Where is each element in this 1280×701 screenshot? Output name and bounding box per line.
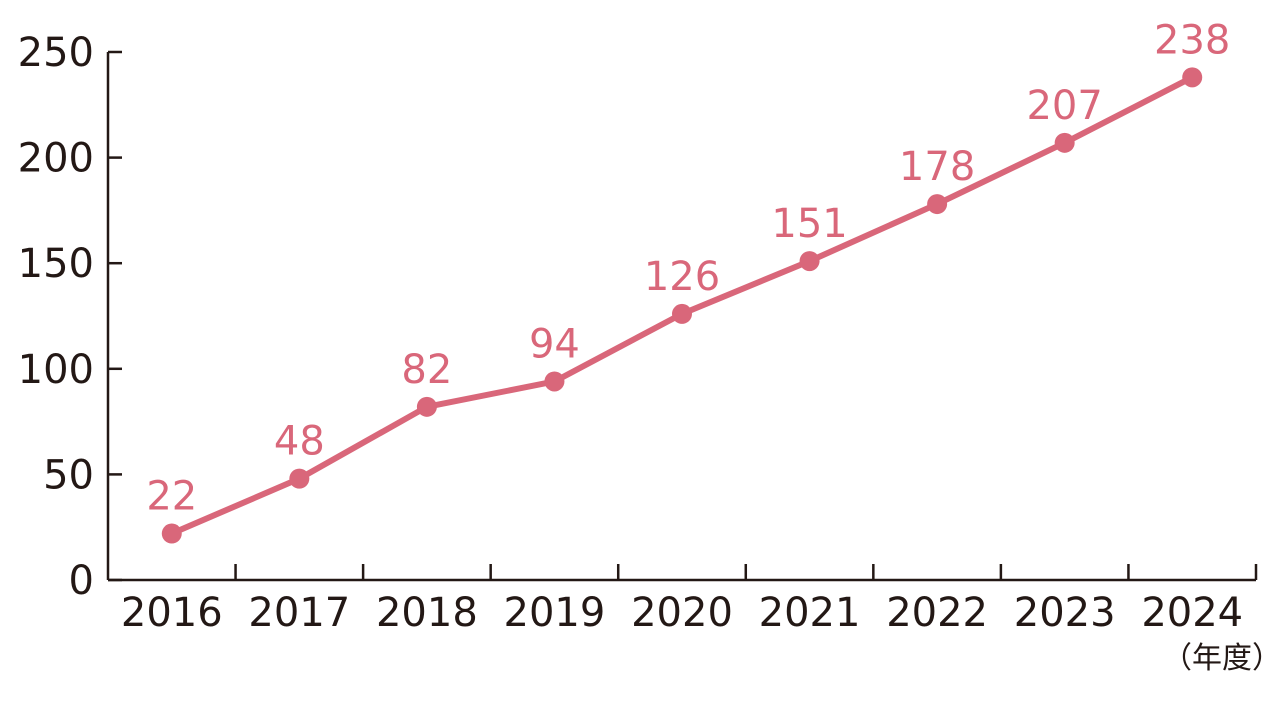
data-point: [416, 396, 437, 417]
x-tick-label: 2017: [248, 590, 350, 636]
x-tick-label: 2018: [376, 590, 478, 636]
data-label: 207: [1026, 83, 1102, 129]
series-layer: [161, 67, 1203, 544]
axes: 0 50 100 150 200 250 2016 2017 2018 2019 2020 2021 2…: [18, 30, 1258, 636]
y-tick-label: 250: [18, 30, 94, 76]
x-axis-unit-label: （年度）: [1162, 641, 1280, 676]
data-label: 82: [401, 347, 452, 393]
data-point: [544, 371, 565, 392]
x-tick-label: 2022: [886, 590, 988, 636]
data-label: 151: [771, 201, 847, 247]
y-tick-label: 50: [43, 452, 94, 498]
data-labels: 22 48 82 94 126 151 178 207 238: [146, 17, 1230, 519]
x-tick-label: 2021: [759, 590, 861, 636]
y-tick-label: 200: [18, 136, 94, 182]
x-tick-label: 2016: [121, 590, 223, 636]
x-tick-label: 2020: [631, 590, 733, 636]
data-label: 94: [529, 321, 580, 367]
y-tick-label: 0: [69, 558, 94, 604]
data-point: [927, 194, 948, 215]
y-tick-label: 100: [18, 347, 94, 393]
data-label: 48: [274, 419, 325, 465]
y-tick-label: 150: [18, 241, 94, 287]
x-tick-label: 2019: [504, 590, 606, 636]
x-tick-label: 2024: [1141, 590, 1243, 636]
data-label: 238: [1154, 17, 1230, 63]
data-point: [289, 468, 310, 489]
data-label: 178: [899, 144, 975, 190]
data-label: 22: [146, 474, 197, 520]
data-point: [672, 303, 692, 324]
data-point: [1054, 132, 1075, 153]
data-point: [799, 251, 820, 272]
data-label: 126: [644, 254, 720, 300]
x-tick-label: 2023: [1014, 590, 1116, 636]
data-point: [1182, 67, 1203, 88]
data-point: [161, 523, 182, 544]
